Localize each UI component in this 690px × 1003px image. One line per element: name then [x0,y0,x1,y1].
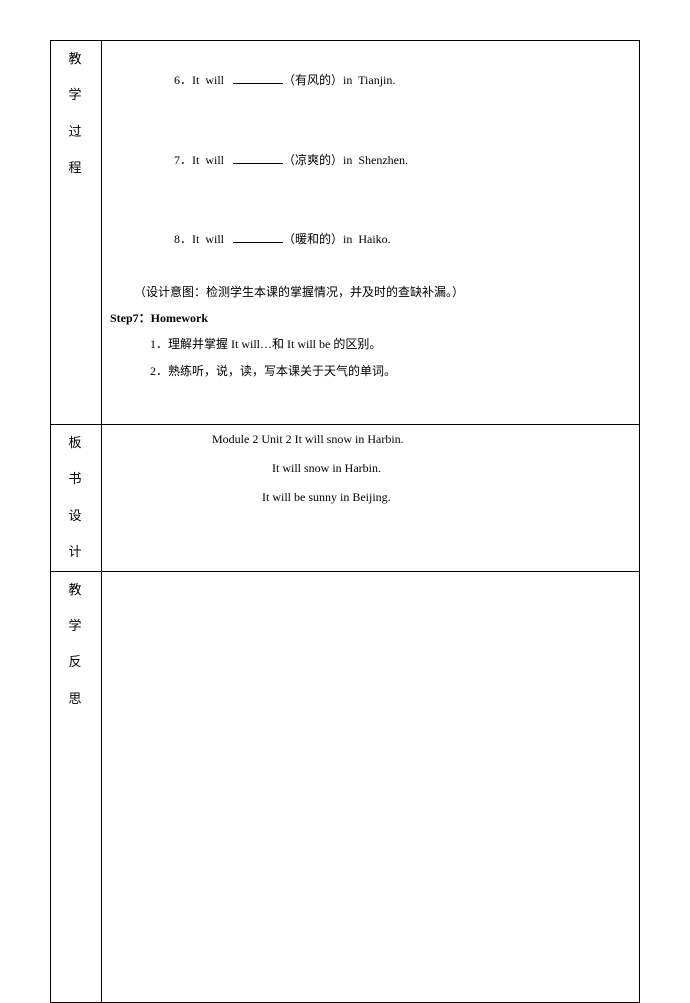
step-heading: Step7：Homework [102,305,639,331]
exercise-item: 6．It will （有风的）in Tianjin. [102,41,639,120]
label-process: 教 学 过 程 [51,41,102,425]
char: 程 [51,150,101,186]
homework-item: 2．熟练听，说，读，写本课关于天气的单词。 [102,358,639,384]
board-line: It will snow in Harbin. [102,454,639,483]
char: 学 [51,77,101,113]
lesson-plan-table: 教 学 过 程 6．It will （有风的）in Tianjin. 7．It … [50,40,640,1003]
char: 反 [51,644,101,680]
char: 思 [51,681,101,717]
design-note: （设计意图：检测学生本课的掌握情况，并及时的查缺补漏。） [102,279,639,305]
char: 板 [51,425,101,461]
item-num: 8． [174,232,192,246]
board-line: Module 2 Unit 2 It will snow in Harbin. [102,425,639,454]
blank [233,230,283,243]
row-process: 教 学 过 程 6．It will （有风的）in Tianjin. 7．It … [51,41,640,425]
blank [233,151,283,164]
char: 教 [51,41,101,77]
item-pre: It will [192,232,233,246]
board-line: It will be sunny in Beijing. [102,483,639,512]
item-num: 6． [174,73,192,87]
exercise-item: 7．It will （凉爽的）in Shenzhen. [102,120,639,199]
row-reflect: 教 学 反 思 [51,571,640,1002]
item-post: （凉爽的）in Shenzhen. [283,153,408,167]
item-pre: It will [192,153,233,167]
char: 教 [51,572,101,608]
item-post: （有风的）in Tianjin. [283,73,395,87]
label-board: 板 书 设 计 [51,425,102,572]
blank [233,71,283,84]
spacer [102,384,639,424]
label-reflect: 教 学 反 思 [51,571,102,1002]
row-board: 板 书 设 计 Module 2 Unit 2 It will snow in … [51,425,640,572]
item-pre: It will [192,73,233,87]
content-reflect [102,571,640,1002]
content-board: Module 2 Unit 2 It will snow in Harbin. … [102,425,640,572]
char: 学 [51,608,101,644]
char: 设 [51,498,101,534]
char: 计 [51,534,101,570]
char: 书 [51,461,101,497]
content-process: 6．It will （有风的）in Tianjin. 7．It will （凉爽… [102,41,640,425]
exercise-item: 8．It will （暖和的）in Haiko. [102,199,639,278]
char: 过 [51,114,101,150]
item-num: 7． [174,153,192,167]
homework-item: 1．理解并掌握 It will…和 It will be 的区别。 [102,331,639,357]
item-post: （暖和的）in Haiko. [283,232,391,246]
